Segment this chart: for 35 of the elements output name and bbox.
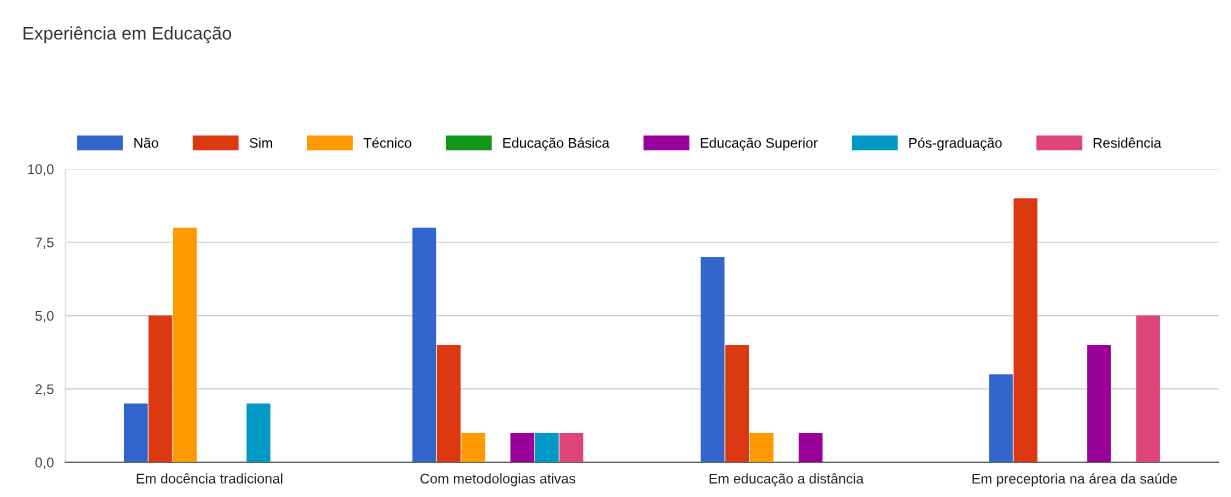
bar (1087, 344, 1111, 463)
legend-label: Não (134, 137, 159, 148)
bar (798, 432, 823, 463)
x-tick-label: Com metodologias ativas (420, 473, 576, 487)
chart-title: Experiência em Educação (23, 26, 232, 44)
bar (1013, 198, 1038, 463)
legend-label: Técnico (363, 137, 412, 148)
y-tick-label: 5,0 (35, 310, 54, 323)
bar (700, 256, 725, 463)
legend-label: Sim (249, 137, 273, 148)
bar (559, 432, 584, 463)
bar (246, 403, 271, 463)
bar (412, 227, 437, 463)
y-tick-label: 2,5 (35, 384, 54, 396)
bar (1136, 315, 1160, 463)
bar (749, 432, 774, 463)
bar (461, 432, 486, 463)
bar (725, 344, 750, 463)
bar (173, 227, 197, 463)
legend-label: Residência (1093, 137, 1162, 148)
x-tick-label: Em docência tradicional (136, 473, 283, 484)
y-tick-label: 10,0 (28, 164, 54, 176)
bar (148, 315, 173, 463)
y-tick-label: 0,0 (35, 457, 54, 470)
bar (124, 403, 148, 463)
bar (436, 344, 461, 463)
bar (510, 432, 535, 463)
bar (534, 432, 559, 463)
x-tick-label: Em educação a distância (709, 473, 864, 487)
bar (989, 374, 1013, 463)
legend-label: Pós-graduação (909, 137, 1002, 151)
x-tick-label: Em preceptoria na área da saúde (972, 473, 1177, 487)
legend-label: Educação Superior (700, 137, 818, 151)
legend-label: Educação Básica (503, 137, 610, 151)
y-tick-label: 7,5 (35, 237, 54, 250)
